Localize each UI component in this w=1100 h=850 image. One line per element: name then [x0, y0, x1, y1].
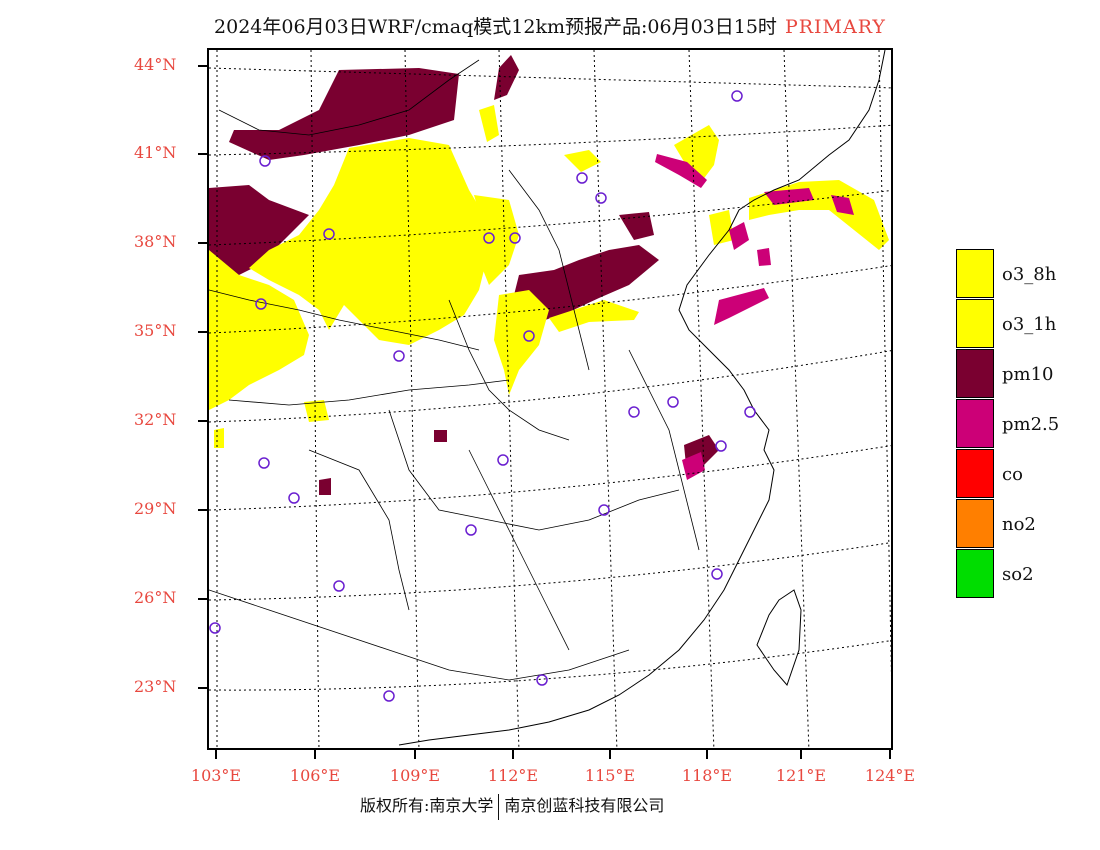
legend-item-co: co	[956, 449, 1096, 499]
lon-tick	[414, 750, 416, 759]
lon-tick	[314, 750, 316, 759]
legend-swatch	[956, 499, 994, 548]
lon-tick	[215, 750, 217, 759]
lon-label: 112°E	[487, 766, 539, 785]
lat-label: 44°N	[134, 55, 177, 74]
lat-label: 32°N	[134, 410, 177, 429]
legend-swatch	[956, 349, 994, 398]
lat-label: 41°N	[134, 143, 177, 162]
lat-tick	[198, 420, 207, 422]
footer-separator	[498, 793, 500, 820]
primary-tag: PRIMARY	[784, 16, 886, 38]
lat-label: 29°N	[134, 499, 177, 518]
legend-item-o3-1h: o3_1h	[956, 299, 1096, 349]
lon-label: 106°E	[289, 766, 341, 785]
province-borders	[209, 59, 700, 681]
map-title-text: 2024年06月03日WRF/cmaq模式12km预报产品:06月03日15时	[214, 16, 777, 38]
pollutant-legend: o3_8h o3_1h pm10 pm2.5 co no2 so2	[956, 249, 1096, 599]
lat-tick	[198, 687, 207, 689]
lon-label: 121°E	[775, 766, 827, 785]
legend-label: o3_8h	[1002, 264, 1057, 285]
copyright-right: 南京创蓝科技有限公司	[504, 796, 665, 815]
stations	[209, 90, 756, 702]
lat-tick	[198, 331, 207, 333]
legend-item-o3-8h: o3_8h	[956, 249, 1096, 299]
legend-label: so2	[1002, 564, 1034, 585]
lon-tick	[800, 750, 802, 759]
legend-item-pm25: pm2.5	[956, 399, 1096, 449]
legend-label: o3_1h	[1002, 314, 1057, 335]
lon-tick	[512, 750, 514, 759]
lon-label: 124°E	[864, 766, 916, 785]
legend-label: no2	[1002, 514, 1036, 535]
lat-label: 23°N	[134, 677, 177, 696]
legend-swatch	[956, 549, 994, 598]
legend-label: pm10	[1002, 364, 1054, 385]
map-title: 2024年06月03日WRF/cmaq模式12km预报产品:06月03日15时 P…	[0, 12, 1100, 39]
lat-label: 26°N	[134, 588, 177, 607]
copyright-left: 版权所有:南京大学	[360, 796, 494, 815]
legend-item-pm10: pm10	[956, 349, 1096, 399]
graticule	[209, 50, 891, 748]
lon-tick	[609, 750, 611, 759]
lat-tick	[198, 65, 207, 67]
lon-label: 115°E	[584, 766, 636, 785]
lat-tick	[198, 153, 207, 155]
copyright-footer: 版权所有:南京大学 南京创蓝科技有限公司	[360, 792, 664, 820]
map-area[interactable]	[207, 48, 893, 750]
lon-label: 109°E	[389, 766, 441, 785]
lat-label: 35°N	[134, 321, 177, 340]
pm25-field	[655, 154, 854, 480]
legend-label: pm2.5	[1002, 414, 1060, 435]
coastline	[398, 50, 886, 746]
lat-tick	[198, 509, 207, 511]
lat-tick	[198, 242, 207, 244]
legend-item-no2: no2	[956, 499, 1096, 549]
lon-label: 103°E	[190, 766, 242, 785]
lon-tick	[889, 750, 891, 759]
lat-tick	[198, 598, 207, 600]
legend-item-so2: so2	[956, 549, 1096, 599]
legend-swatch	[956, 449, 994, 498]
legend-swatch	[956, 249, 994, 298]
map-canvas	[209, 50, 891, 748]
legend-swatch	[956, 399, 994, 448]
legend-label: co	[1002, 464, 1023, 485]
lon-tick	[706, 750, 708, 759]
lon-label: 118°E	[681, 766, 733, 785]
lat-label: 38°N	[134, 232, 177, 251]
legend-swatch	[956, 299, 994, 348]
